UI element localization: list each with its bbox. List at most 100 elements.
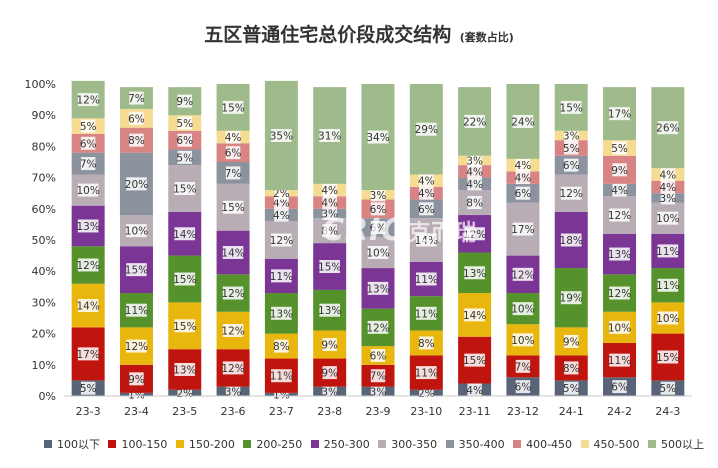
data-label: 9% [128, 374, 145, 386]
data-label-bg [612, 163, 627, 177]
data-label-bg [271, 233, 292, 247]
data-label: 15% [560, 102, 583, 114]
data-label-bg [564, 158, 579, 172]
data-label-bg [225, 146, 241, 160]
data-label: 4% [273, 210, 290, 222]
data-label-bg [225, 166, 241, 180]
data-label: 5% [660, 383, 677, 395]
y-tick-label: 40% [32, 265, 56, 278]
data-label: 8% [563, 363, 580, 375]
data-label: 4% [418, 176, 435, 188]
data-label: 12% [76, 260, 99, 272]
data-label: 8% [418, 338, 435, 350]
data-label: 5% [176, 152, 193, 164]
data-label: 10% [366, 247, 389, 259]
data-label: 4% [515, 173, 532, 185]
data-label: 15% [173, 274, 196, 286]
data-label: 6% [515, 382, 532, 394]
legend-label: 500以上 [660, 438, 704, 451]
data-label: 4% [660, 182, 677, 194]
data-label: 20% [125, 179, 148, 191]
data-label: 6% [370, 204, 387, 216]
data-label-bg [80, 157, 96, 171]
data-label-bg [612, 141, 627, 155]
data-label: 11% [415, 274, 438, 286]
data-label: 10% [656, 213, 679, 225]
data-label: 10% [511, 335, 534, 347]
legend-label: 450-500 [593, 437, 640, 451]
data-label: 5% [80, 121, 97, 133]
data-label: 3% [225, 386, 242, 398]
data-label-bg [515, 359, 531, 373]
data-label-bg [271, 269, 292, 283]
data-label: 8% [273, 341, 290, 353]
data-label: 17% [608, 109, 631, 121]
data-label: 7% [128, 93, 145, 105]
watermark-logo: CRIC 克而瑞 [322, 213, 477, 248]
data-label: 5% [611, 143, 628, 155]
chart-title-block: 五区普通住宅总价段成交结构 (套数占比) [0, 20, 718, 47]
data-label-bg [322, 384, 337, 398]
data-label: 12% [76, 95, 99, 107]
data-label-bg [129, 133, 144, 147]
data-label: 11% [608, 355, 631, 367]
data-label: 15% [318, 262, 341, 274]
data-label-bg [512, 267, 534, 281]
data-label-bg [416, 366, 437, 380]
data-label-bg [126, 224, 147, 238]
data-label-bg [419, 174, 434, 188]
data-label: 24% [511, 116, 534, 128]
data-label-bg [126, 339, 147, 353]
data-label-bg [564, 361, 579, 375]
data-label-bg [560, 186, 582, 200]
y-tick-label: 20% [32, 328, 56, 341]
data-label: 10% [511, 304, 534, 316]
data-label-bg [370, 188, 386, 202]
data-label: 4% [466, 385, 483, 397]
data-label-bg [464, 266, 485, 280]
data-label-bg [416, 233, 437, 247]
data-label-bg [370, 384, 386, 398]
data-label: 12% [221, 325, 244, 337]
data-label: 15% [221, 102, 244, 114]
data-label-bg [222, 100, 244, 114]
x-tick-label: 23-7 [269, 405, 294, 418]
data-label-bg [657, 211, 679, 225]
data-label: 11% [415, 308, 438, 320]
data-label: 15% [125, 265, 148, 277]
data-label-bg [174, 319, 196, 333]
data-label-bg [271, 369, 292, 383]
data-label-bg [464, 308, 485, 322]
data-label-bg [467, 164, 482, 178]
data-label-bg [657, 350, 679, 364]
data-label: 4% [321, 198, 338, 210]
data-label: 4% [273, 198, 290, 210]
data-label: 7% [370, 371, 387, 383]
x-tick-label: 24-1 [559, 405, 584, 418]
data-label-bg [271, 128, 292, 142]
data-label: 17% [76, 349, 99, 361]
data-label-bg [222, 286, 244, 300]
y-tick-label: 30% [32, 296, 56, 309]
data-label: 8% [321, 226, 338, 238]
data-label: 11% [270, 371, 293, 383]
data-label-bg [271, 306, 292, 320]
data-label-bg [660, 381, 676, 395]
data-label-bg [560, 291, 582, 305]
data-label-bg [322, 196, 337, 210]
legend-label: 300-350 [391, 437, 438, 451]
data-label: 5% [563, 143, 580, 155]
data-label-bg [370, 202, 386, 216]
data-label: 10% [656, 313, 679, 325]
x-tick-label: 23-9 [366, 405, 391, 418]
data-label-bg [222, 245, 244, 259]
legend-label: 100-150 [121, 437, 168, 451]
data-label: 6% [370, 350, 387, 362]
data-label: 9% [176, 96, 193, 108]
legend-swatch [513, 440, 522, 448]
data-label-bg [467, 383, 482, 397]
data-label: 4% [660, 169, 677, 181]
data-label-bg [322, 366, 337, 380]
data-label: 3% [563, 130, 580, 142]
